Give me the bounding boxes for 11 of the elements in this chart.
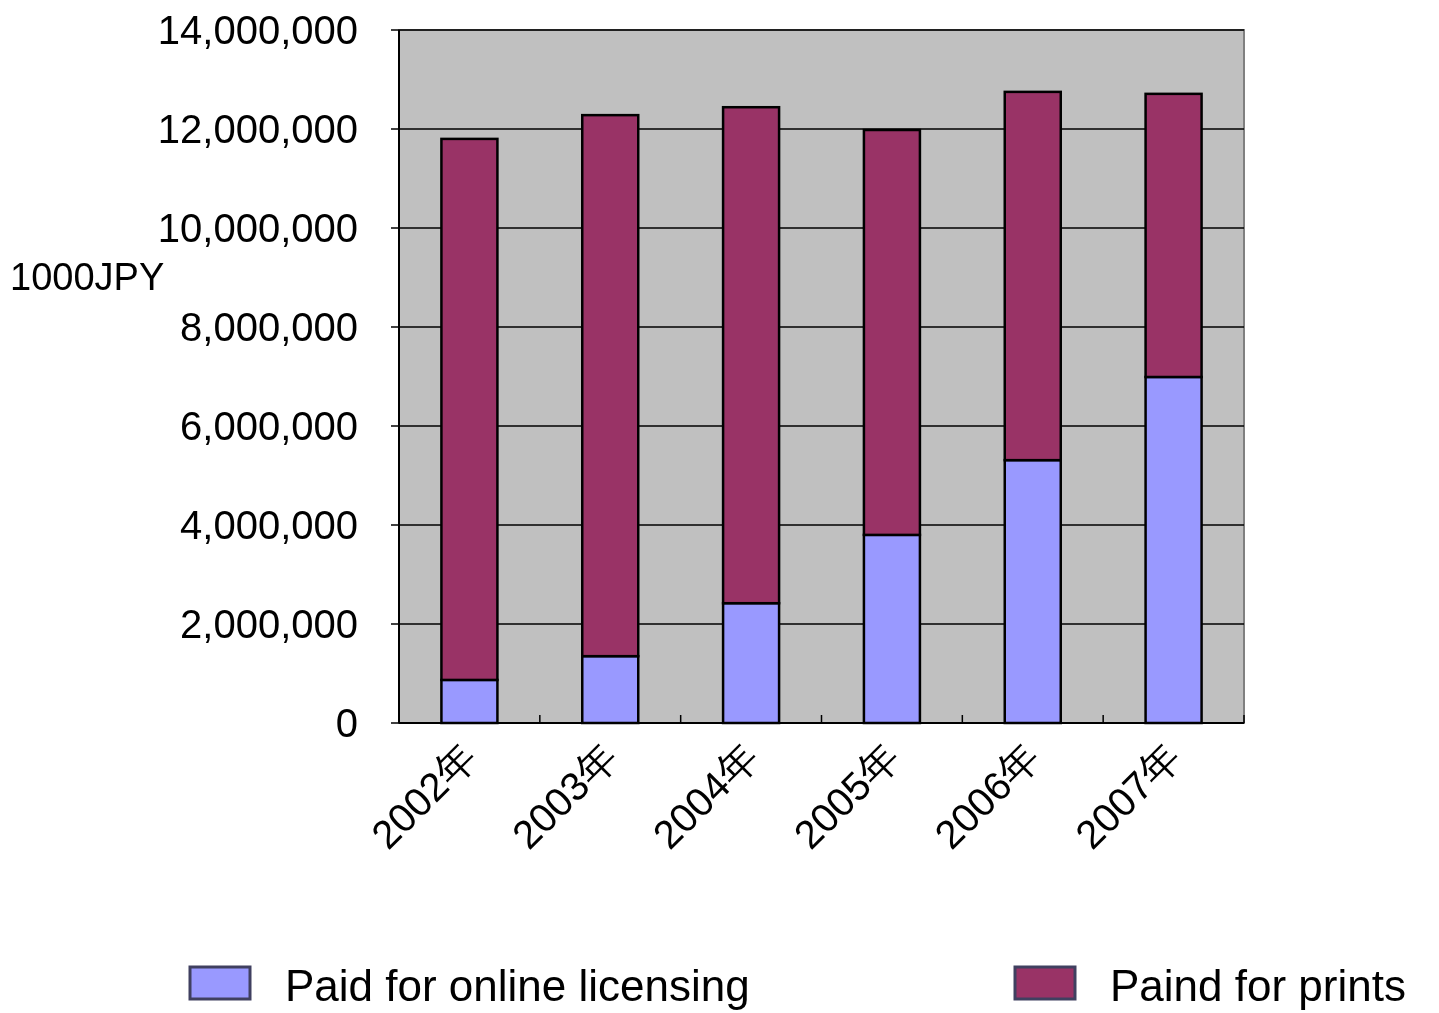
y-tick-label: 2,000,000 <box>180 602 358 646</box>
y-tick-label: 6,000,000 <box>180 404 358 448</box>
y-tick-label: 4,000,000 <box>180 503 358 547</box>
y-tick-label: 14,000,000 <box>157 8 358 52</box>
legend-label: Paind for prints <box>1110 961 1406 1010</box>
y-tick-label: 8,000,000 <box>180 305 358 349</box>
y-axis-title: 1000JPY <box>10 256 165 298</box>
y-tick-label: 0 <box>335 701 358 745</box>
y-tick-label: 12,000,000 <box>157 107 358 151</box>
y-tick-label: 10,000,000 <box>157 206 358 250</box>
legend-label: Paid for online licensing <box>285 961 750 1010</box>
